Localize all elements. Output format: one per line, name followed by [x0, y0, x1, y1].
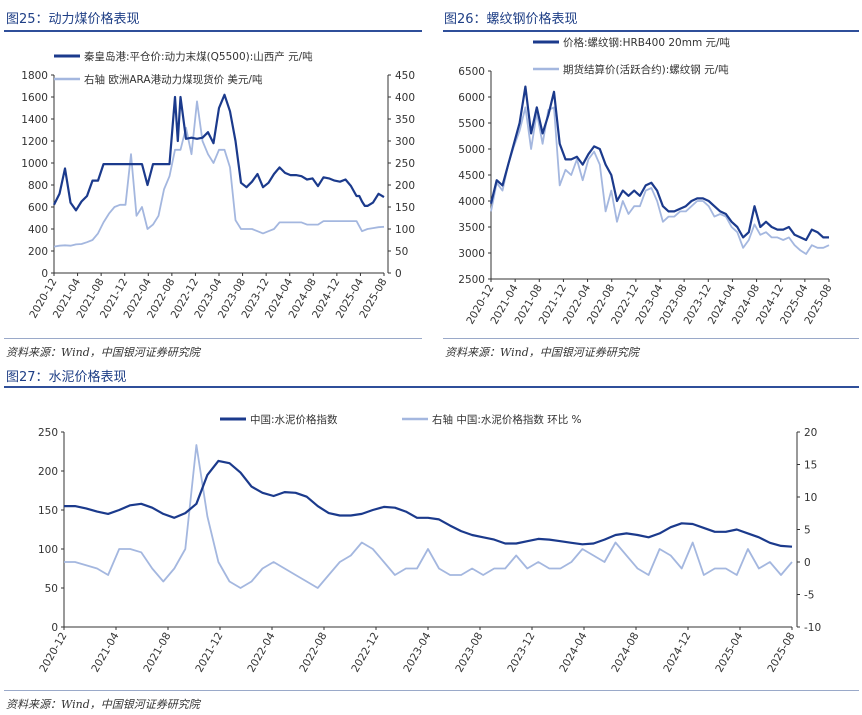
fig27-x-tick-label: 2024-04: [557, 630, 589, 674]
fig27-x-tick-label: 2024-08: [609, 631, 641, 675]
fig26-left-tick-label: 4500: [458, 170, 485, 182]
fig25-left-tick-label: 0: [41, 268, 48, 280]
fig25-left-tick-label: 1600: [21, 92, 48, 104]
fig25-left-tick-label: 400: [28, 224, 48, 236]
fig25-right-tick-label: 450: [395, 70, 415, 82]
fig27-right-tick-label: 0: [804, 557, 811, 569]
fig27-x-tick-label: 2020-12: [37, 631, 69, 675]
fig27-chart: 0 50 100 150 200 250 -10 -5 0 5 10 15 20 2020-12 2021-…: [37, 413, 821, 674]
fig27-left-tick-label: 200: [38, 466, 58, 478]
fig25-left-tick-label: 1800: [21, 70, 48, 82]
fig26-title: 图26：螺纹钢价格表现: [444, 12, 578, 27]
fig27-source: 资料来源：Wind，中国银河证券研究院: [6, 698, 200, 711]
fig27-x-tick-label: 2025-04: [713, 630, 745, 674]
fig25-series-primary-line: [53, 93, 385, 212]
fig25-left-tick-label: 800: [28, 180, 48, 192]
fig26-left-tick-label: 3500: [458, 222, 485, 234]
fig27-left-tick-label: 50: [45, 583, 58, 595]
fig25-left-tick-label: 1000: [21, 158, 48, 170]
fig27-left-tick-label: 150: [38, 505, 58, 517]
fig27-legend-label: 中国:水泥价格指数: [250, 413, 338, 426]
fig27-left-tick-label: 0: [51, 622, 58, 634]
fig25-legend-label: 秦皇岛港:平仓价:动力末煤(Q5500):山西产 元/吨: [84, 50, 313, 63]
fig27-x-tick-label: 2021-08: [141, 631, 173, 675]
fig27-left-tick-label: 100: [38, 544, 58, 556]
fig25-right-tick-label: 50: [395, 246, 408, 258]
fig27-x-tick-label: 2022-12: [349, 631, 381, 675]
fig27-title-rule: [4, 386, 859, 388]
fig27-bottom-rule: [4, 690, 859, 691]
fig26-left-tick-label: 5500: [458, 118, 485, 130]
fig27-x-tick-label: 2023-08: [453, 631, 485, 675]
fig26-source: 资料来源：Wind，中国银河证券研究院: [445, 346, 639, 359]
fig26-left-tick-label: 5000: [458, 144, 485, 156]
fig25-left-tick-label: 200: [28, 246, 48, 258]
fig27-title: 图27：水泥价格表现: [6, 370, 127, 385]
fig25-right-tick-label: 300: [395, 136, 415, 148]
fig26-left-tick-label: 6000: [458, 92, 485, 104]
fig27-series-secondary-line: [64, 444, 793, 589]
fig26-left-tick-label: 3000: [458, 248, 485, 260]
fig25-right-tick-label: 0: [395, 268, 402, 280]
fig25-source: 资料来源：Wind，中国银河证券研究院: [6, 346, 200, 359]
fig27-right-tick-label: -10: [804, 622, 821, 634]
fig25-left-tick-label: 1400: [21, 114, 48, 126]
fig27-right-tick-label: 15: [804, 460, 817, 472]
fig27-x-tick-label: 2023-12: [505, 631, 537, 675]
fig25-chart: 0 200 400 600 800 1000 1200 1400 1600 1800 0 50 100 1…: [21, 50, 415, 320]
fig25-left-tick-label: 1200: [21, 136, 48, 148]
fig27-right-tick-label: 20: [804, 427, 817, 439]
fig26-series-primary-line: [489, 85, 829, 242]
fig25-title-rule: [4, 30, 422, 32]
fig27-right-tick-label: 5: [804, 525, 811, 537]
fig27-x-tick-label: 2022-08: [297, 631, 329, 675]
fig27-right-tick-label: -5: [804, 590, 814, 602]
fig26-left-tick-label: 4000: [458, 196, 485, 208]
fig27-x-tick-label: 2022-04: [245, 630, 277, 674]
fig27-series-primary-line: [64, 459, 793, 548]
fig27-x-tick-label: 2021-12: [193, 631, 225, 675]
fig25-bottom-rule: [4, 338, 422, 339]
fig27-x-tick-label: 2024-12: [661, 631, 693, 675]
fig25-series-secondary-line: [53, 100, 385, 248]
fig25-right-tick-label: 250: [395, 158, 415, 170]
fig26-legend-label: 期货结算价(活跃合约):螺纹钢 元/吨: [563, 63, 729, 76]
fig27-legend-label: 右轴 中国:水泥价格指数 环比 %: [432, 413, 582, 426]
fig25-right-tick-label: 350: [395, 114, 415, 126]
fig26-left-tick-label: 6500: [458, 66, 485, 78]
fig25-legend-label: 右轴 欧洲ARA港动力煤现货价 美元/吨: [84, 73, 263, 86]
fig26-left-tick-label: 2500: [458, 274, 485, 286]
fig25-right-tick-label: 400: [395, 92, 415, 104]
fig26-legend-label: 价格:螺纹钢:HRB400 20mm 元/吨: [563, 36, 731, 49]
fig25-right-tick-label: 150: [395, 202, 415, 214]
fig26-bottom-rule: [443, 338, 859, 339]
fig26-title-rule: [443, 30, 859, 32]
fig25-title: 图25：动力煤价格表现: [6, 12, 140, 27]
fig27-left-tick-label: 250: [38, 427, 58, 439]
fig26-chart: 2500300035004000450050005500600065002020…: [458, 36, 834, 326]
fig27-right-tick-label: 10: [804, 492, 817, 504]
fig27-x-tick-label: 2021-04: [89, 630, 121, 674]
fig25-right-tick-label: 200: [395, 180, 415, 192]
fig25-right-tick-label: 100: [395, 224, 415, 236]
fig27-x-tick-label: 2025-08: [765, 631, 797, 675]
fig27-x-tick-label: 2023-04: [401, 630, 433, 674]
fig25-left-tick-label: 600: [28, 202, 48, 214]
